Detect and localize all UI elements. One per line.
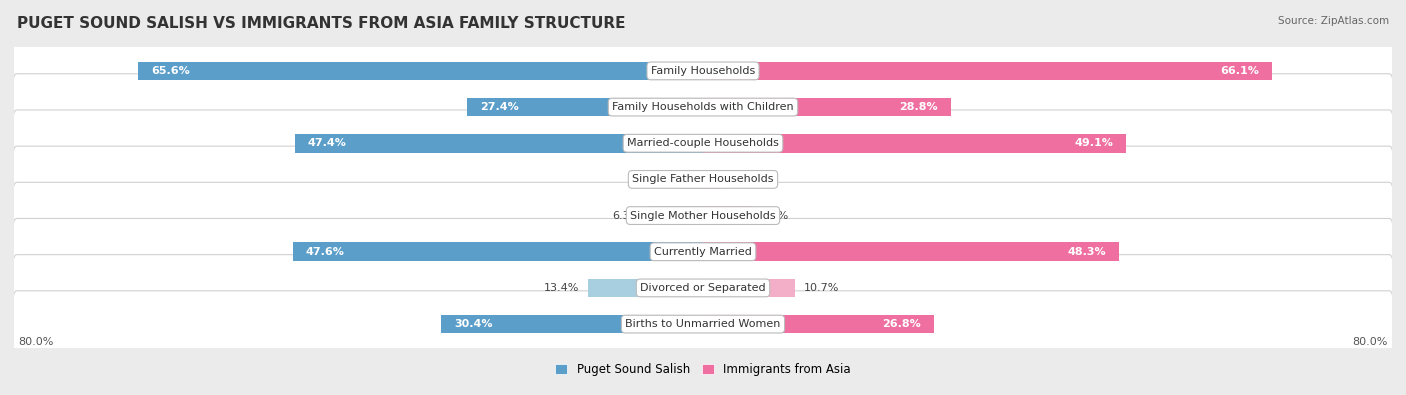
Text: 47.6%: 47.6% (307, 247, 344, 257)
Text: 49.1%: 49.1% (1074, 138, 1114, 148)
Bar (138, 62, 703, 80)
Text: Married-couple Households: Married-couple Households (627, 138, 779, 148)
Bar (703, 62, 1272, 80)
Text: Currently Married: Currently Married (654, 247, 752, 257)
Bar (703, 206, 751, 225)
Text: 47.4%: 47.4% (308, 138, 347, 148)
Text: 28.8%: 28.8% (900, 102, 938, 112)
FancyBboxPatch shape (13, 74, 1393, 140)
Text: 27.4%: 27.4% (479, 102, 519, 112)
Text: 10.7%: 10.7% (804, 283, 839, 293)
Text: Births to Unmarried Women: Births to Unmarried Women (626, 319, 780, 329)
Bar (703, 243, 1119, 261)
Bar (467, 98, 703, 117)
Text: 26.8%: 26.8% (882, 319, 921, 329)
Bar (703, 278, 796, 297)
Bar (588, 278, 703, 297)
Legend: Puget Sound Salish, Immigrants from Asia: Puget Sound Salish, Immigrants from Asia (551, 358, 855, 381)
Bar (679, 170, 703, 189)
Bar (295, 134, 703, 152)
Text: 80.0%: 80.0% (18, 337, 53, 346)
Bar (703, 315, 934, 333)
Bar (648, 206, 703, 225)
Text: 65.6%: 65.6% (150, 66, 190, 76)
Text: Source: ZipAtlas.com: Source: ZipAtlas.com (1278, 16, 1389, 26)
Text: 5.6%: 5.6% (759, 211, 789, 220)
Bar (441, 315, 703, 333)
FancyBboxPatch shape (13, 182, 1393, 249)
Text: Single Mother Households: Single Mother Households (630, 211, 776, 220)
Text: 66.1%: 66.1% (1220, 66, 1260, 76)
Bar (292, 243, 703, 261)
Text: PUGET SOUND SALISH VS IMMIGRANTS FROM ASIA FAMILY STRUCTURE: PUGET SOUND SALISH VS IMMIGRANTS FROM AS… (17, 16, 626, 31)
Text: Family Households with Children: Family Households with Children (612, 102, 794, 112)
Text: 2.1%: 2.1% (730, 175, 758, 184)
FancyBboxPatch shape (13, 110, 1393, 177)
Text: 6.3%: 6.3% (612, 211, 640, 220)
Bar (703, 98, 950, 117)
Text: 2.7%: 2.7% (643, 175, 671, 184)
Bar (703, 170, 721, 189)
Text: 48.3%: 48.3% (1067, 247, 1107, 257)
FancyBboxPatch shape (13, 38, 1393, 104)
Text: Divorced or Separated: Divorced or Separated (640, 283, 766, 293)
FancyBboxPatch shape (13, 255, 1393, 321)
Text: Single Father Households: Single Father Households (633, 175, 773, 184)
FancyBboxPatch shape (13, 146, 1393, 213)
Text: 13.4%: 13.4% (544, 283, 579, 293)
Bar (703, 134, 1126, 152)
Text: Family Households: Family Households (651, 66, 755, 76)
Text: 30.4%: 30.4% (454, 319, 492, 329)
FancyBboxPatch shape (13, 218, 1393, 285)
FancyBboxPatch shape (13, 291, 1393, 357)
Text: 80.0%: 80.0% (1353, 337, 1388, 346)
